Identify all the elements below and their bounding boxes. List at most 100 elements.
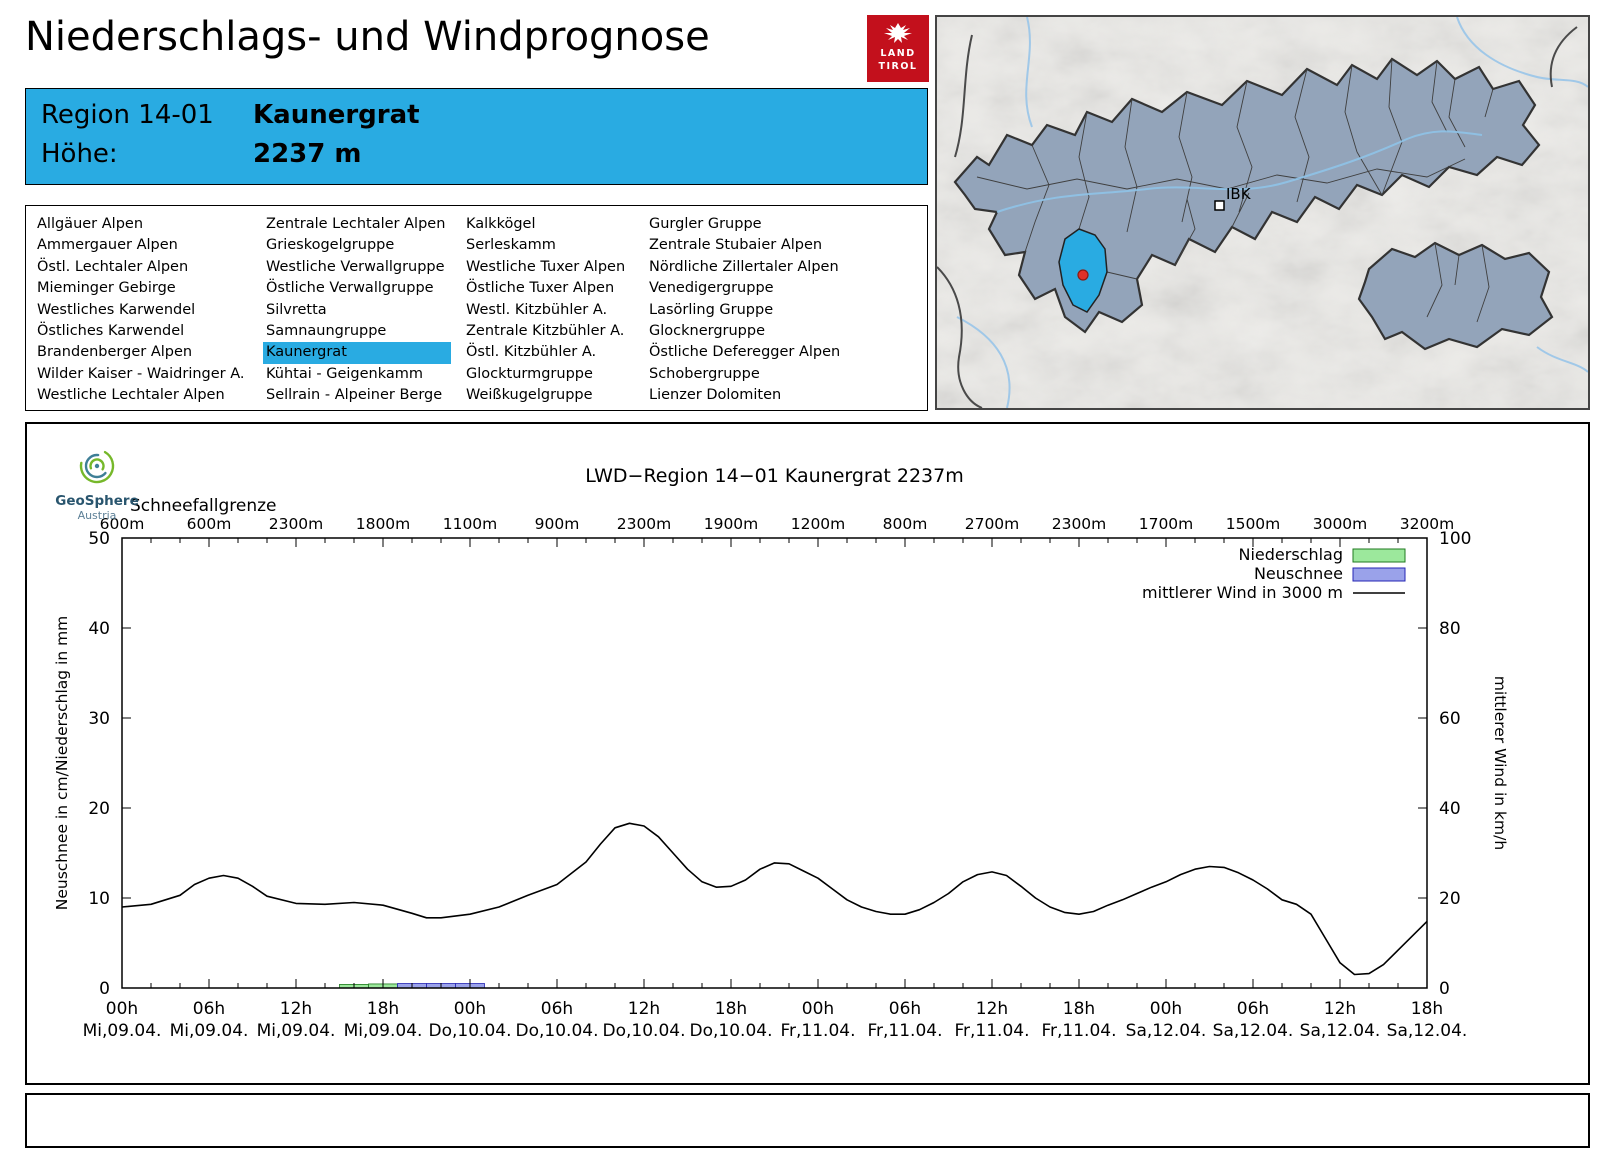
region-list-item[interactable]: Grieskogelgruppe bbox=[266, 237, 395, 254]
region-list-item[interactable]: Sellrain - Alpeiner Berge bbox=[266, 387, 443, 404]
y-tick-label-left: 40 bbox=[88, 619, 110, 639]
region-list-item[interactable]: Westliche Tuxer Alpen bbox=[466, 258, 626, 275]
map-inn-river bbox=[996, 130, 1483, 213]
schneefallgrenze-value: 2300m bbox=[1052, 515, 1107, 533]
region-list-item[interactable]: Samnaungruppe bbox=[266, 323, 387, 340]
schneefallgrenze-value: 1800m bbox=[356, 515, 411, 533]
region-list-item[interactable]: Ammergauer Alpen bbox=[37, 237, 178, 254]
schneefallgrenze-value: 2700m bbox=[965, 515, 1020, 533]
x-tick-label-date: Fr,11.04. bbox=[954, 1021, 1029, 1041]
y-tick-label-right: 20 bbox=[1439, 889, 1461, 909]
x-tick-label-date: Sa,12.04. bbox=[1126, 1021, 1207, 1041]
schneefallgrenze-value: 600m bbox=[100, 515, 145, 533]
x-tick-label-date: Sa,12.04. bbox=[1213, 1021, 1294, 1041]
y-axis-label-left: Neuschnee in cm/Niederschlag in mm bbox=[53, 616, 71, 911]
map-rivers bbox=[956, 17, 1588, 408]
x-tick-label-date: Do,10.04. bbox=[690, 1021, 773, 1041]
x-tick-label-time: 12h bbox=[280, 999, 312, 1019]
x-tick-label-time: 00h bbox=[106, 999, 138, 1019]
logo-text-tirol: TIROL bbox=[878, 61, 918, 72]
region-list-item-selected[interactable]: Kaunergrat bbox=[263, 342, 451, 364]
region-list-item[interactable]: Nördliche Zillertaler Alpen bbox=[649, 258, 839, 275]
forecast-chart: LWD−Region 14−01 Kaunergrat 2237m Schneef… bbox=[53, 465, 1509, 1041]
region-list-item[interactable]: Kühtai - Geigenkamm bbox=[266, 365, 423, 382]
forecast-chart-panel: GeoSphere Austria LWD−Region 14−01 Kaune… bbox=[25, 422, 1590, 1085]
x-tick-label-date: Sa,12.04. bbox=[1387, 1021, 1468, 1041]
x-tick-label-time: 00h bbox=[454, 999, 486, 1019]
region-list-item[interactable]: Lasörling Gruppe bbox=[649, 301, 774, 318]
legend-swatch bbox=[1352, 567, 1406, 582]
page-title: Niederschlags- und Windprognose bbox=[25, 14, 710, 60]
x-tick-label-date: Mi,09.04. bbox=[344, 1021, 423, 1041]
legend-label: mittlerer Wind in 3000 m bbox=[1142, 583, 1343, 602]
region-list-item[interactable]: Mieminger Gebirge bbox=[37, 280, 176, 297]
y-tick-label-right: 0 bbox=[1439, 979, 1450, 999]
schneefallgrenze-value: 3200m bbox=[1400, 515, 1455, 533]
region-list-item[interactable]: Westliche Lechtaler Alpen bbox=[37, 387, 225, 404]
region-list-item[interactable]: Östliches Karwendel bbox=[37, 323, 185, 340]
x-tick-label-time: 18h bbox=[715, 999, 747, 1019]
schneefallgrenze-value: 2300m bbox=[269, 515, 324, 533]
legend-label: Neuschnee bbox=[1254, 564, 1343, 583]
region-list-item[interactable]: Östliche Deferegger Alpen bbox=[649, 344, 841, 361]
y-tick-label-right: 60 bbox=[1439, 709, 1461, 729]
region-list-item[interactable]: Östliche Tuxer Alpen bbox=[466, 280, 615, 297]
tirol-overview-map[interactable]: IBK bbox=[935, 15, 1590, 410]
region-list-item[interactable]: Venedigergruppe bbox=[649, 280, 774, 297]
footer-box bbox=[25, 1093, 1590, 1148]
region-list-item[interactable]: Lienzer Dolomiten bbox=[649, 387, 782, 404]
region-list-item[interactable]: Wilder Kaiser - Waidringer A. bbox=[37, 365, 245, 382]
region-list-item[interactable]: Zentrale Stubaier Alpen bbox=[649, 237, 823, 254]
x-tick-label-time: 18h bbox=[367, 999, 399, 1019]
map-station-dot bbox=[1077, 269, 1089, 281]
region-list-column: Allgäuer Alpen Ammergauer Alpen Östl. Lech… bbox=[34, 214, 263, 410]
x-tick-label-time: 12h bbox=[976, 999, 1008, 1019]
region-list-item[interactable]: Allgäuer Alpen bbox=[37, 216, 144, 232]
region-list-item[interactable]: Glockturmgruppe bbox=[466, 365, 593, 382]
region-list-item[interactable]: Brandenberger Alpen bbox=[37, 344, 193, 361]
logo-text-land: LAND bbox=[880, 48, 916, 59]
x-tick-label-date: Fr,11.04. bbox=[867, 1021, 942, 1041]
region-list-item[interactable]: Weißkugelgruppe bbox=[466, 387, 593, 404]
schneefallgrenze-label: Schneefallgrenze bbox=[130, 496, 276, 516]
geosphere-swirl-icon bbox=[79, 448, 115, 484]
region-list-item[interactable]: Schobergruppe bbox=[649, 365, 760, 382]
region-list-item[interactable]: Zentrale Kitzbühler A. bbox=[466, 323, 625, 340]
schneefallgrenze-value: 900m bbox=[535, 515, 580, 533]
region-list-column: Kalkkögel Serleskamm Westliche Tuxer Alpen… bbox=[463, 214, 646, 410]
legend-label: Niederschlag bbox=[1238, 545, 1343, 564]
region-list-item[interactable]: Gurgler Gruppe bbox=[649, 216, 762, 232]
region-list-item[interactable]: Östliche Verwallgruppe bbox=[266, 280, 434, 297]
region-list-item[interactable]: Westliche Verwallgruppe bbox=[266, 258, 445, 275]
geosphere-logo: GeoSphere Austria bbox=[51, 444, 143, 522]
region-list-item[interactable]: Östl. Lechtaler Alpen bbox=[37, 258, 189, 275]
y-tick-label-right: 80 bbox=[1439, 619, 1461, 639]
schneefallgrenze-value: 1700m bbox=[1139, 515, 1194, 533]
region-info-box: Region 14-01 Kaunergrat Höhe: 2237 m bbox=[25, 88, 928, 185]
x-tick-label-time: 00h bbox=[1150, 999, 1182, 1019]
region-list-column: Zentrale Lechtaler Alpen Grieskogelgruppe… bbox=[263, 214, 463, 410]
region-list-item[interactable]: Östl. Kitzbühler A. bbox=[466, 344, 597, 361]
schneefallgrenze-value: 1100m bbox=[443, 515, 498, 533]
map-svg: IBK bbox=[937, 17, 1588, 408]
x-tick-label-date: Fr,11.04. bbox=[780, 1021, 855, 1041]
legend-swatch bbox=[1352, 548, 1406, 563]
region-list-column: Gurgler Gruppe Zentrale Stubaier Alpen Nör… bbox=[646, 214, 927, 410]
x-tick-label-date: Do,10.04. bbox=[429, 1021, 512, 1041]
region-list-item[interactable]: Westliches Karwendel bbox=[37, 301, 196, 318]
schneefallgrenze-value: 600m bbox=[187, 515, 232, 533]
y-tick-label-right: 100 bbox=[1439, 529, 1471, 549]
region-list-item[interactable]: Serleskamm bbox=[466, 237, 556, 254]
region-list-item[interactable]: Westl. Kitzbühler A. bbox=[466, 301, 608, 318]
region-list-item[interactable]: Glocknergruppe bbox=[649, 323, 766, 340]
geosphere-sub: Austria bbox=[77, 509, 117, 522]
region-list-item[interactable]: Zentrale Lechtaler Alpen bbox=[266, 216, 446, 232]
map-east-tirol bbox=[1357, 241, 1554, 351]
x-tick-label-date: Mi,09.04. bbox=[257, 1021, 336, 1041]
hoehe-label: Höhe: bbox=[41, 139, 118, 169]
map-national-border bbox=[937, 26, 1578, 408]
region-list-item[interactable]: Silvretta bbox=[266, 301, 327, 318]
region-list-item[interactable]: Kalkkögel bbox=[466, 216, 536, 232]
schneefallgrenze-value: 3000m bbox=[1313, 515, 1368, 533]
